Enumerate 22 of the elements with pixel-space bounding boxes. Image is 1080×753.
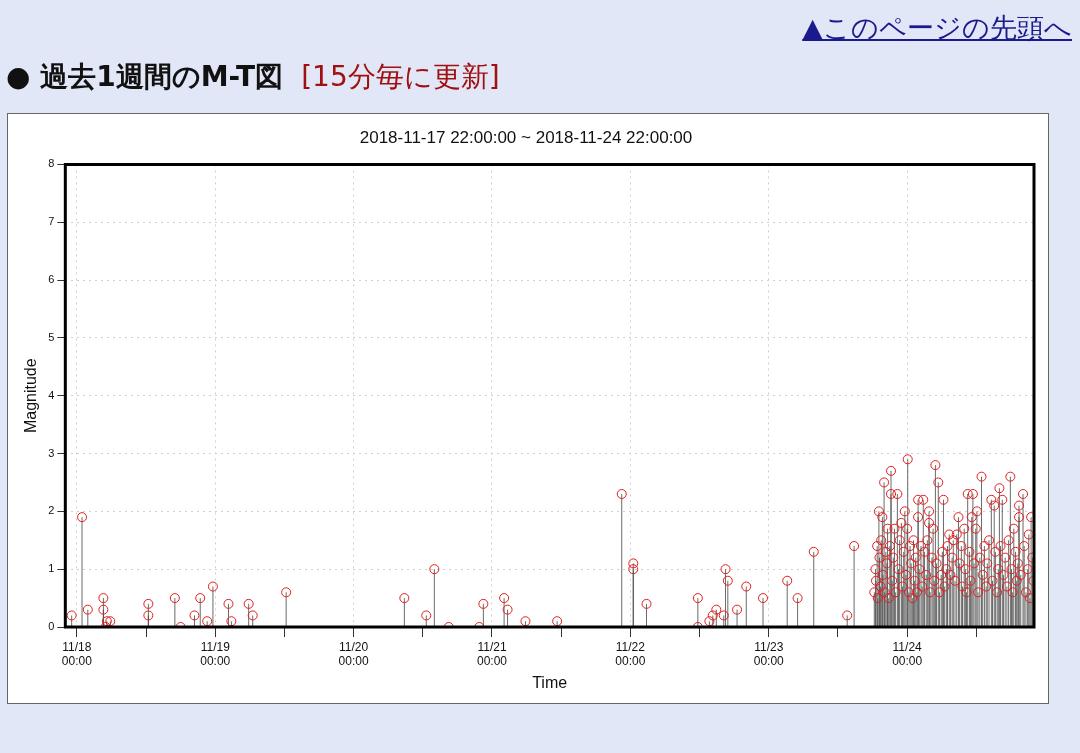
- y-tick-label: 2: [48, 504, 55, 517]
- chart-title: ● 過去1週間のM-T図: [6, 60, 284, 93]
- x-tick-label: 11/22 00:00: [615, 639, 646, 668]
- y-axis-title: Magnitude: [22, 358, 40, 434]
- y-tick-label: 3: [48, 446, 55, 459]
- y-tick-label: 6: [48, 273, 55, 286]
- x-tick-label: 11/24 00:00: [892, 639, 923, 668]
- x-tick-label: 11/20 00:00: [338, 639, 369, 668]
- text: ▲このページの先頭へ: [802, 11, 1072, 45]
- x-tick-label: 11/19 00:00: [200, 639, 231, 668]
- chart-subtitle: [15分毎に更新]: [301, 60, 500, 93]
- x-tick-label: 11/18 00:00: [61, 639, 93, 668]
- y-tick-label: 4: [48, 388, 55, 401]
- text: 2018-11-17 22:00:00 ~ 2018-11-24 22:00:00: [359, 127, 693, 147]
- y-tick-label: 8: [48, 157, 55, 170]
- x-tick-label: 11/21 00:00: [476, 639, 508, 668]
- x-tick-label: 11/23 00:00: [753, 639, 785, 668]
- y-tick-label: 7: [48, 215, 55, 228]
- x-axis-title: Time: [532, 673, 568, 691]
- y-tick-label: 1: [48, 562, 55, 575]
- y-tick-label: 0: [48, 620, 55, 633]
- y-tick-label: 5: [48, 330, 55, 343]
